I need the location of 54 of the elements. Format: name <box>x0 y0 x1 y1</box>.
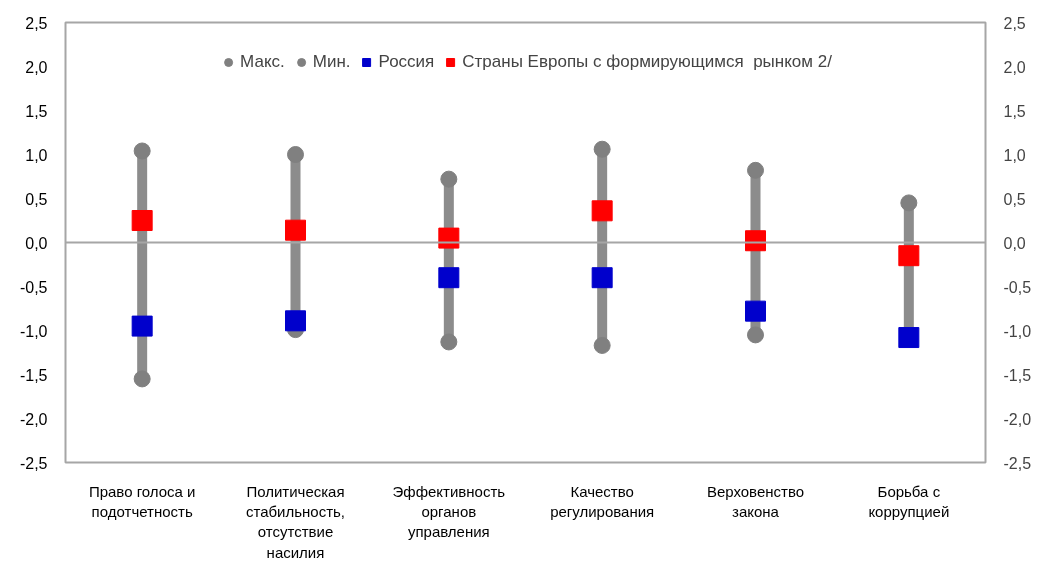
point <box>133 142 151 160</box>
point <box>440 333 458 351</box>
y2-tick-label: -2,5 <box>1003 454 1032 472</box>
legend-label: Страны Европы с формирующимся рынком 2/ <box>462 52 832 72</box>
y-tick-label: -1,0 <box>19 322 48 340</box>
y2-tick-label: 1,0 <box>1003 146 1026 164</box>
y-tick-label: 1,5 <box>25 102 48 120</box>
x-tick-label: Верховенство закона <box>706 482 805 520</box>
point <box>898 327 920 349</box>
y2-tick-label: -2,0 <box>1003 410 1032 428</box>
point <box>287 146 304 163</box>
y2-tick-label: 1,5 <box>1003 102 1026 120</box>
point <box>285 219 306 241</box>
point <box>591 267 613 289</box>
point <box>131 210 153 231</box>
y-tick-label: -0,5 <box>19 278 48 296</box>
y-tick-label: 0,5 <box>25 190 48 208</box>
point <box>133 370 151 388</box>
point <box>747 326 764 344</box>
y-tick-label: 1,0 <box>25 146 48 164</box>
legend-label: Макс. <box>240 52 285 72</box>
y2-tick-label: -0,5 <box>1003 278 1032 296</box>
legend-label: Россия <box>378 52 435 72</box>
point <box>745 300 766 322</box>
x-tick-label: Эффективность органов управления <box>392 482 506 541</box>
x-tick-label: Право голоса и подотчетность <box>88 482 196 520</box>
y-tick-label: -2,0 <box>19 410 48 428</box>
point <box>591 200 613 222</box>
y-tick-label: -1,5 <box>19 366 48 384</box>
point <box>747 161 764 179</box>
x-tick-label: Качество регулирования <box>550 482 655 520</box>
y2-tick-label: -1,0 <box>1003 322 1032 340</box>
y-tick-label: 0,0 <box>25 234 48 252</box>
point <box>745 230 766 252</box>
point <box>440 170 458 188</box>
point <box>900 194 918 212</box>
point <box>285 310 306 332</box>
y-tick-label: 2,5 <box>25 14 48 32</box>
y2-tick-label: 2,0 <box>1003 58 1026 76</box>
x-tick-label: Политическая стабильность, отсутствие насилия <box>245 482 346 561</box>
x-tick-label: Борьба с коррупцией <box>868 482 950 520</box>
y2-tick-label: -1,5 <box>1003 366 1032 384</box>
y2-tick-label: 0,5 <box>1003 190 1026 208</box>
y-tick-label: 2,0 <box>25 58 48 76</box>
y-tick-label: -2,5 <box>19 454 48 472</box>
point <box>131 315 153 337</box>
point <box>898 245 920 267</box>
point <box>593 140 611 158</box>
point <box>438 227 460 249</box>
point <box>438 267 460 289</box>
y2-tick-label: 2,5 <box>1003 14 1026 32</box>
point <box>593 336 611 354</box>
y2-tick-label: 0,0 <box>1003 234 1026 252</box>
legend-label: Мин. <box>312 52 351 72</box>
